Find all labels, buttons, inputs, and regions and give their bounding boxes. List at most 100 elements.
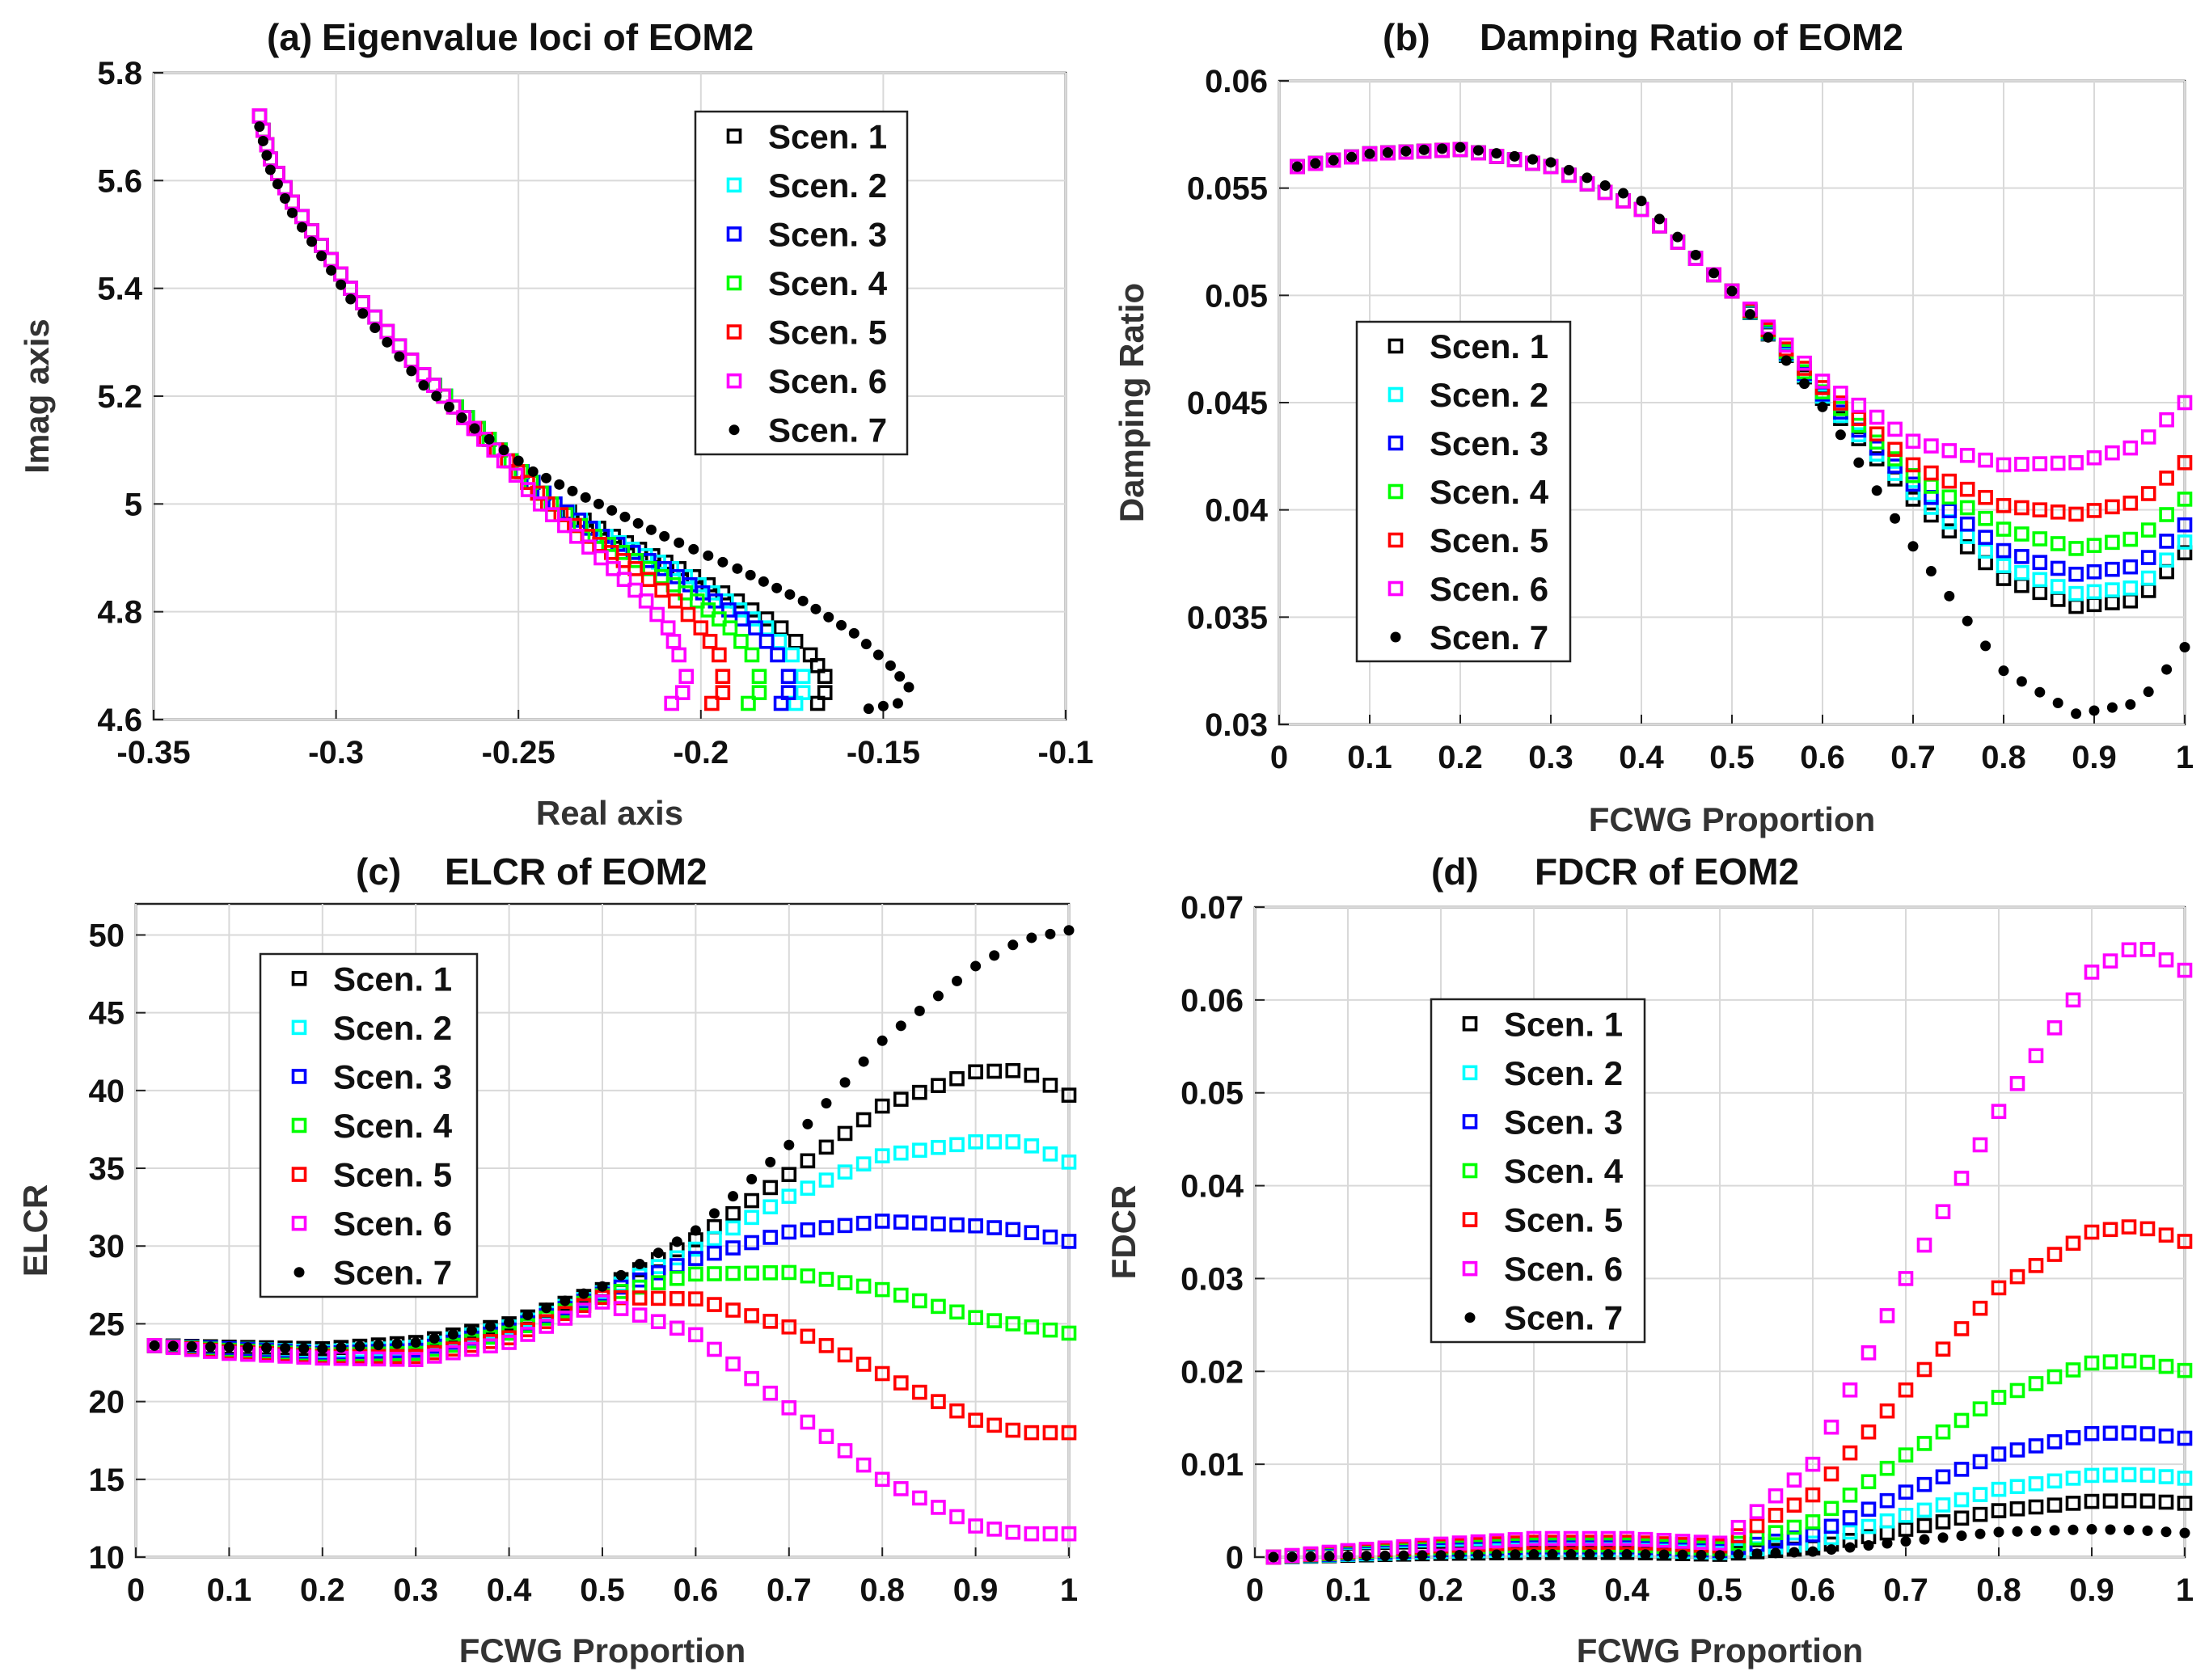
data-point xyxy=(1916,1502,1932,1518)
legend-marker-4 xyxy=(726,275,742,291)
data-point xyxy=(691,577,707,593)
data-point xyxy=(773,695,789,711)
data-point xyxy=(1307,155,1324,171)
data-point xyxy=(893,1145,909,1161)
data-point xyxy=(2177,1496,2193,1511)
data-point xyxy=(783,1139,795,1150)
data-point xyxy=(1898,1522,1914,1537)
x-tick-label: 0.1 xyxy=(1347,740,1392,775)
data-point xyxy=(1005,1222,1021,1238)
data-point xyxy=(557,517,572,534)
y-tick-label: 0.07 xyxy=(1181,890,1244,926)
data-point xyxy=(800,1222,816,1238)
data-point xyxy=(2121,1425,2137,1441)
data-point xyxy=(1879,1460,1895,1476)
legend-marker-7 xyxy=(1464,1312,1476,1323)
data-point xyxy=(703,550,714,561)
data-point xyxy=(762,1385,779,1401)
data-point xyxy=(1898,1508,1914,1523)
data-point xyxy=(469,423,480,434)
data-point xyxy=(539,1319,555,1334)
x-tick-label: 1 xyxy=(2176,740,2194,775)
data-point xyxy=(2065,1235,2081,1252)
data-point xyxy=(520,1327,535,1342)
data-point xyxy=(1978,543,1993,559)
data-point xyxy=(781,1264,797,1281)
data-point xyxy=(1941,443,1958,458)
data-point xyxy=(1400,146,1412,157)
legend-label-3: Scen. 3 xyxy=(768,215,887,253)
data-point xyxy=(1935,1514,1951,1530)
panel-c-marks xyxy=(146,925,1077,1542)
data-point xyxy=(336,1342,347,1353)
legend-label-5: Scen. 5 xyxy=(1504,1201,1623,1239)
data-point xyxy=(688,1241,703,1257)
data-point xyxy=(317,1343,328,1354)
data-point xyxy=(1470,1534,1486,1550)
data-point xyxy=(2046,1247,2063,1262)
data-point xyxy=(1941,473,1958,489)
panel-c-ylabel: ELCR xyxy=(16,1184,54,1277)
y-tick-label: 5 xyxy=(125,487,142,522)
legend-box xyxy=(1430,998,1646,1344)
data-point xyxy=(1823,1501,1839,1517)
y-tick-label: 10 xyxy=(89,1540,125,1576)
data-point xyxy=(2179,641,2190,652)
data-point xyxy=(654,582,669,598)
series-7-points xyxy=(254,121,914,715)
data-point xyxy=(1780,355,1792,366)
data-point xyxy=(306,236,318,247)
data-point xyxy=(818,1429,834,1445)
data-point xyxy=(874,1098,890,1114)
data-point xyxy=(2084,1355,2100,1371)
panel-d-xlabel: FCWG Proportion xyxy=(1577,1631,1864,1669)
legend-marker-5 xyxy=(291,1167,307,1182)
data-point xyxy=(874,1471,890,1488)
data-point xyxy=(1565,1549,1577,1560)
data-point xyxy=(952,975,963,986)
data-point xyxy=(1061,1087,1077,1103)
data-point xyxy=(2089,705,2100,716)
data-point xyxy=(1786,1472,1802,1488)
data-point xyxy=(1924,465,1939,481)
data-point xyxy=(1991,1446,2007,1462)
data-point xyxy=(986,1063,1002,1079)
data-point xyxy=(725,1240,741,1256)
data-point xyxy=(968,1134,983,1150)
data-point xyxy=(1991,1104,2007,1119)
data-point xyxy=(501,1335,517,1350)
data-point xyxy=(1768,1508,1784,1523)
data-point xyxy=(2121,1492,2137,1509)
data-point xyxy=(1042,1078,1058,1093)
data-point xyxy=(1991,1481,2007,1497)
data-point xyxy=(809,695,826,711)
data-point xyxy=(744,1308,759,1323)
data-point xyxy=(1361,1551,1372,1562)
data-point xyxy=(744,647,760,663)
data-point xyxy=(2084,965,2100,980)
data-point xyxy=(968,1518,983,1534)
data-point xyxy=(1944,590,1955,602)
data-point xyxy=(1656,1533,1672,1548)
data-point xyxy=(1869,426,1885,442)
data-point xyxy=(2177,1430,2193,1446)
data-point xyxy=(758,634,775,649)
data-point xyxy=(650,1290,666,1306)
data-point xyxy=(682,577,698,593)
data-point xyxy=(1851,397,1867,413)
data-point xyxy=(1418,144,1430,155)
data-point xyxy=(1861,1345,1877,1361)
data-point xyxy=(1455,141,1466,153)
data-point xyxy=(989,950,1000,961)
data-point xyxy=(781,1319,797,1335)
y-tick-label: 0.05 xyxy=(1205,278,1268,314)
data-point xyxy=(837,1275,853,1290)
data-point xyxy=(986,1417,1002,1433)
data-point xyxy=(522,1310,534,1321)
data-point xyxy=(1916,1517,1932,1534)
data-point xyxy=(1935,1424,1951,1440)
data-point xyxy=(669,1270,685,1286)
data-point xyxy=(725,1205,741,1222)
data-point xyxy=(2105,561,2120,577)
data-point xyxy=(674,685,691,700)
